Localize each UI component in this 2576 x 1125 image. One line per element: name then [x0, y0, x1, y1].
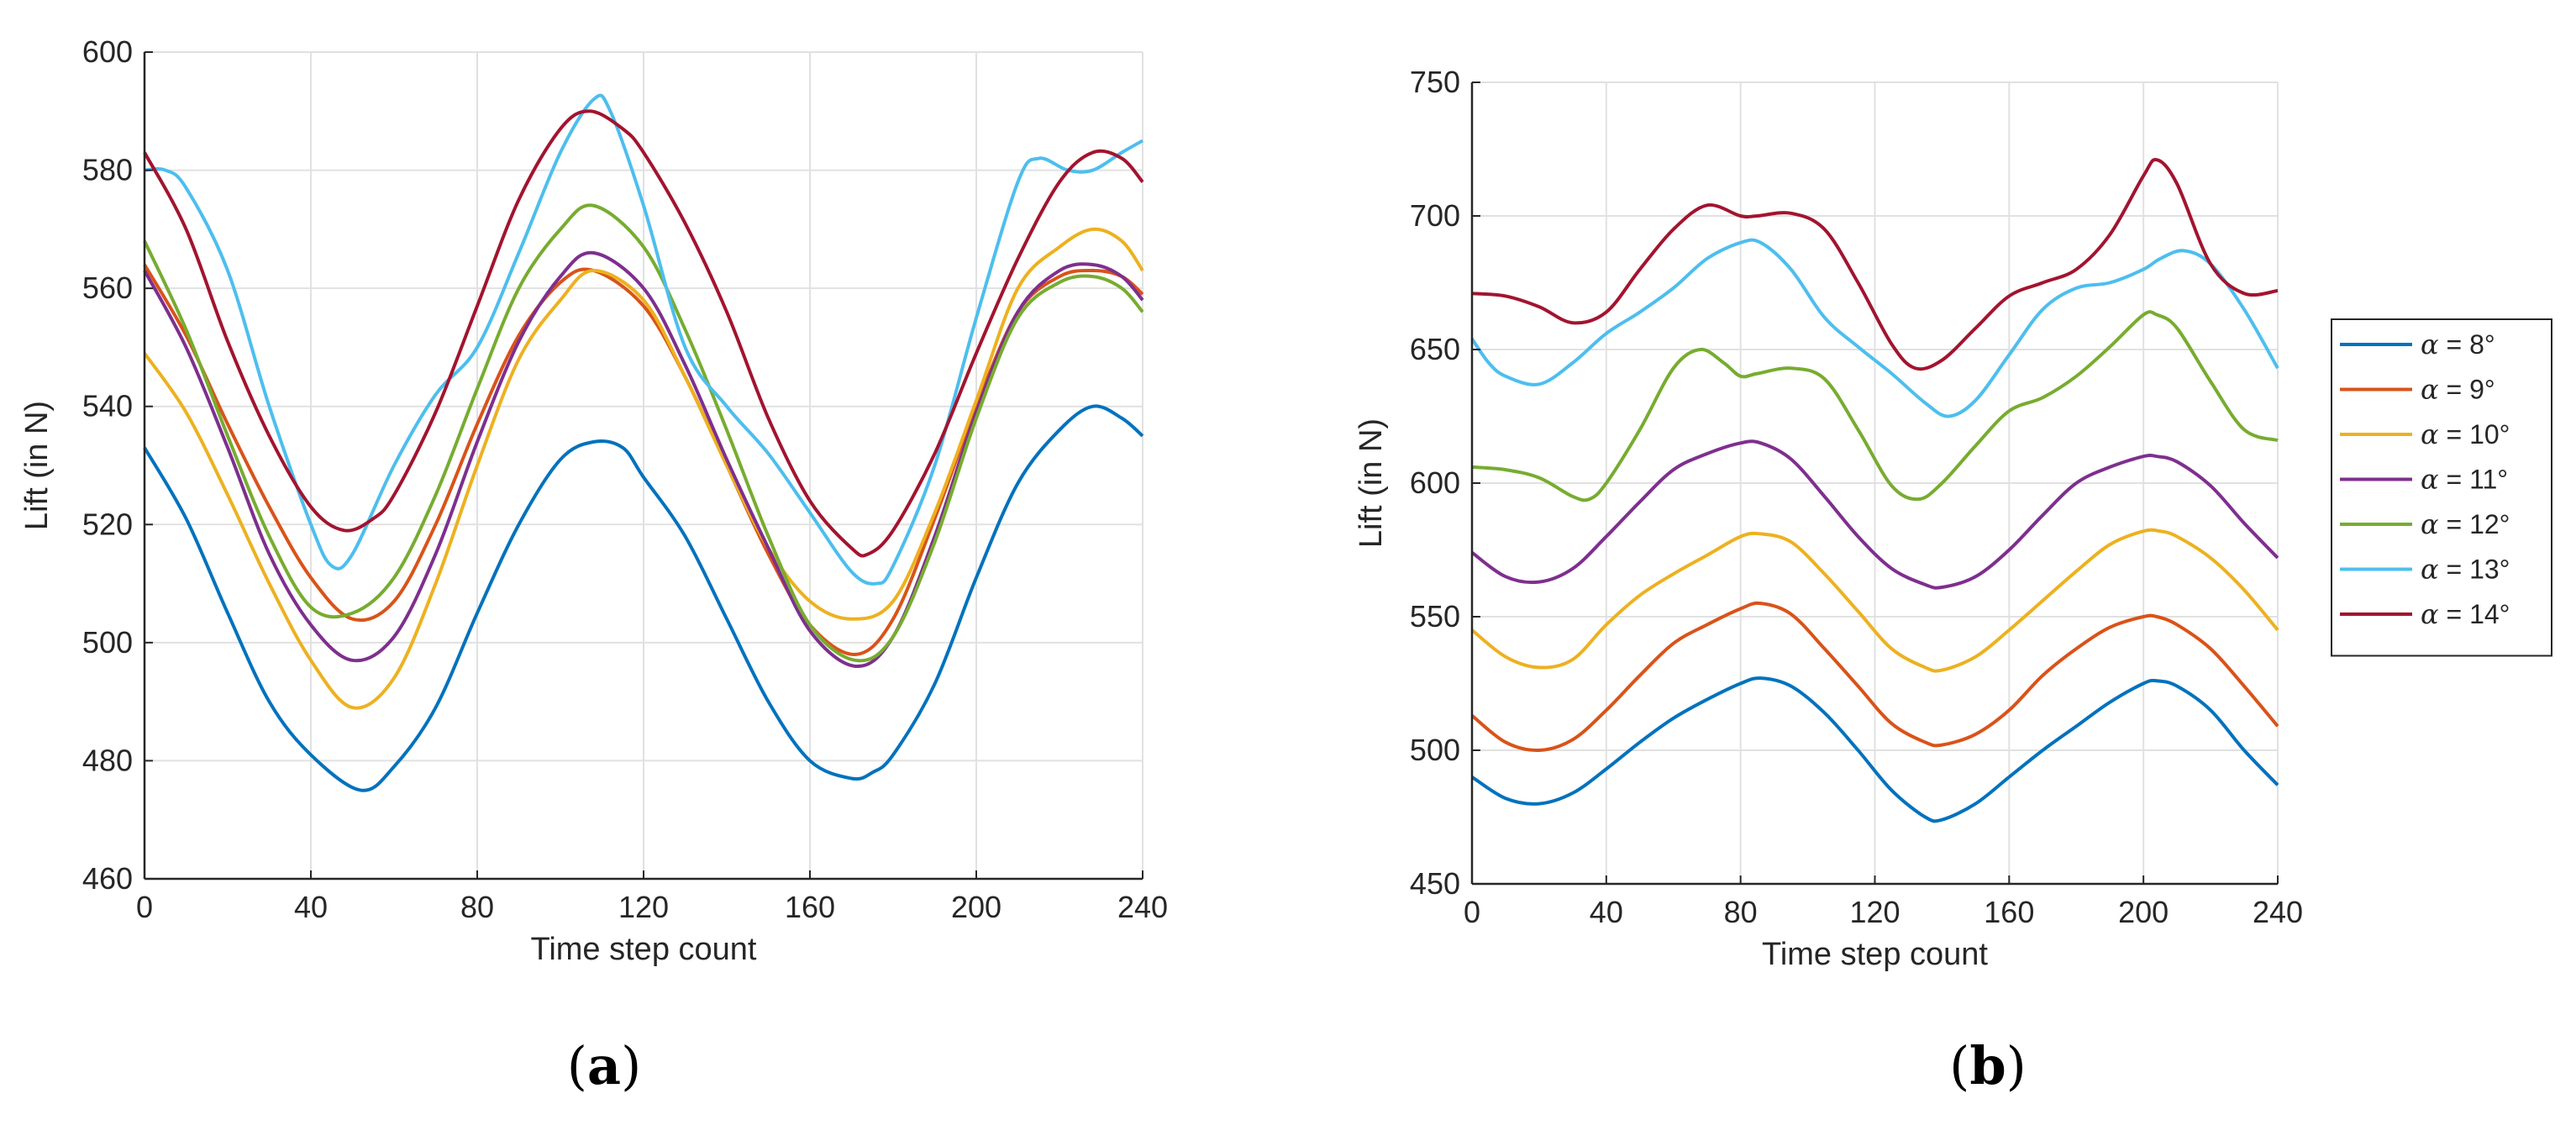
legend-label: α = 8°: [2421, 329, 2495, 360]
series-line-1: [143, 404, 1144, 792]
x-tick-label: 40: [294, 890, 328, 924]
chart-panel-b: 0 40 80 120 160 200 240 450 500 550 600 650 700 750 Ti…: [1354, 65, 2552, 1096]
x-tick-label: 120: [618, 890, 669, 924]
y-tick-label: 750: [1410, 65, 1460, 99]
y-axis-label: Lift (in N): [1354, 418, 1389, 548]
x-tick-label: 40: [1590, 895, 1623, 929]
x-tick-label: 240: [1117, 890, 1168, 924]
y-tick-label: 560: [82, 271, 133, 305]
legend-label: α = 11°: [2421, 464, 2508, 496]
series-line-5: [1471, 310, 2279, 502]
x-tick-label: 80: [460, 890, 494, 924]
x-tick-label: 80: [1724, 895, 1758, 929]
y-tick-label: 480: [82, 743, 133, 777]
series-line-3: [143, 227, 1144, 710]
y-tick-label: 700: [1410, 198, 1460, 233]
panel-label: (b): [1949, 1035, 2027, 1096]
series-line-1: [1470, 676, 2279, 823]
x-tick-label: 120: [1849, 895, 1900, 929]
series-line-3: [1470, 528, 2279, 673]
x-tick-label: 160: [785, 890, 835, 924]
x-tick-label: 0: [136, 890, 153, 924]
x-tick-label: 160: [1984, 895, 2034, 929]
series-line-6: [144, 93, 1143, 586]
y-tick-label: 460: [82, 861, 133, 896]
x-axis-label: Time step count: [531, 932, 757, 967]
chart-panel-a: 0 40 80 120 160 200 240 460 480 500 520 540 560 580 60…: [19, 34, 1168, 1096]
x-tick-label: 240: [2253, 895, 2303, 929]
y-tick-label: 450: [1410, 866, 1460, 901]
x-tick-label: 200: [2118, 895, 2169, 929]
series-line-5: [143, 203, 1144, 663]
x-axis-label: Time step count: [1762, 937, 1988, 972]
y-tick-label: 550: [1410, 599, 1460, 633]
y-tick-label: 540: [82, 389, 133, 423]
series-line-7: [1471, 157, 2279, 371]
x-tick-label: 0: [1464, 895, 1480, 929]
series-line-2: [1470, 601, 2279, 753]
panel-label: (a): [567, 1035, 642, 1096]
legend-label: α = 9°: [2421, 374, 2495, 406]
legend-label: α = 10°: [2421, 418, 2510, 450]
y-tick-label: 580: [82, 153, 133, 187]
series-line-6: [1470, 238, 2279, 418]
y-tick-label: 600: [1410, 465, 1460, 500]
legend: α = 8° α = 9° α = 10° α = 11° α = 12° α = 13°…: [2331, 318, 2552, 657]
series-line-7: [143, 109, 1144, 558]
series-line-4: [1470, 439, 2279, 590]
legend-label: α = 12°: [2421, 508, 2510, 540]
y-tick-label: 520: [82, 507, 133, 541]
legend-label: α = 14°: [2421, 598, 2510, 630]
y-tick-label: 500: [1410, 733, 1460, 767]
series-line-4: [143, 250, 1144, 668]
x-tick-label: 200: [951, 890, 1001, 924]
y-tick-label: 500: [82, 625, 133, 660]
y-axis-label: Lift (in N): [19, 401, 55, 530]
y-tick-label: 650: [1410, 332, 1460, 366]
legend-label: α = 13°: [2421, 554, 2510, 586]
y-tick-label: 600: [82, 34, 133, 69]
legend-box: [2331, 318, 2552, 657]
